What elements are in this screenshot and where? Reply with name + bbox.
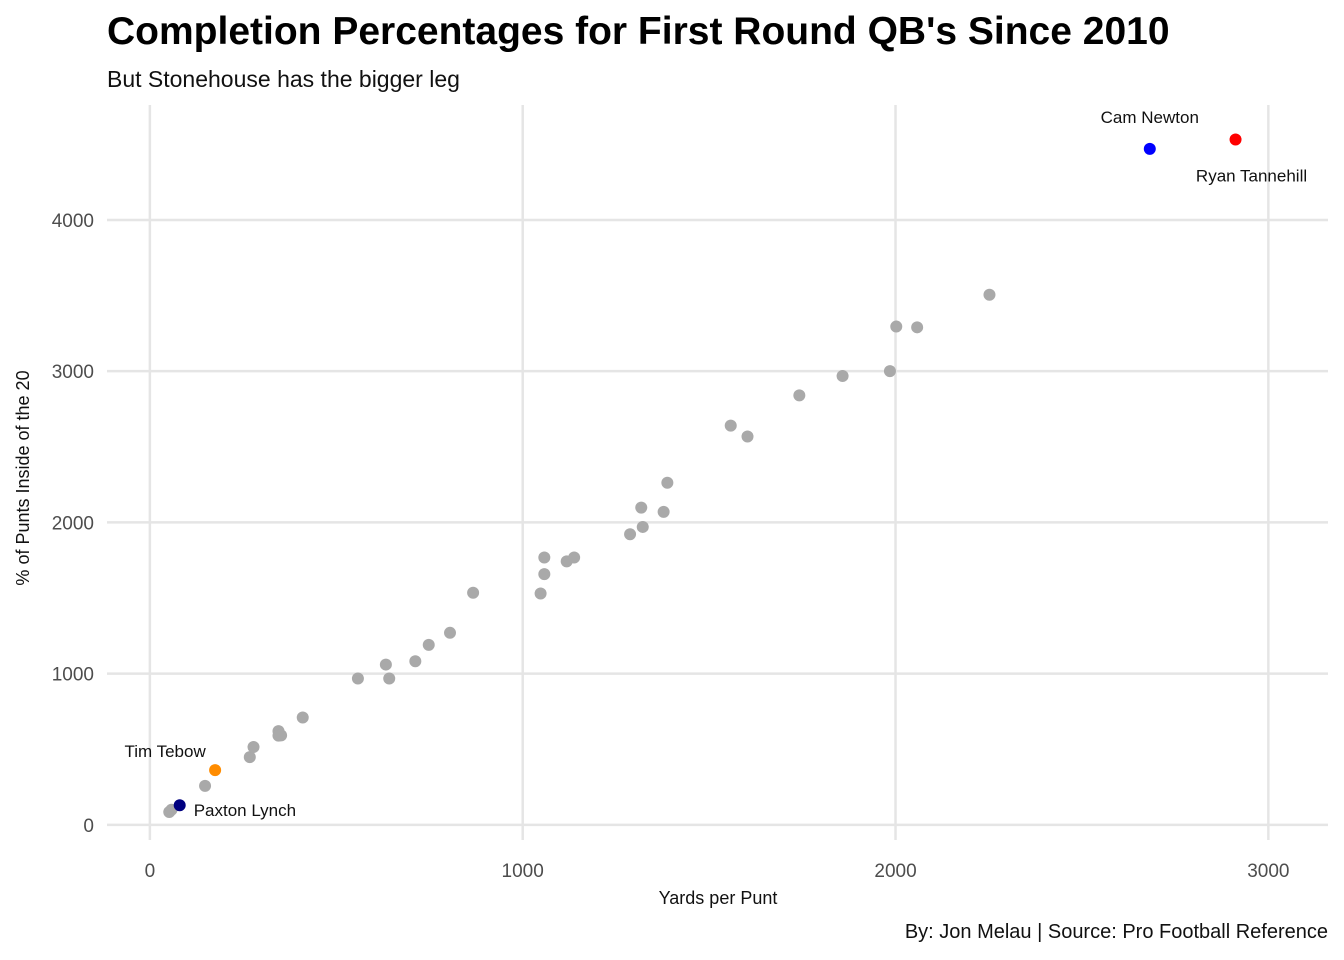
scatter-point <box>568 551 581 564</box>
scatter-point <box>724 419 737 432</box>
scatter-point <box>409 655 422 668</box>
x-tick-labels: 0 1000 2000 3000 <box>145 861 1290 882</box>
scatter-point <box>422 638 435 651</box>
scatter-point <box>247 740 260 753</box>
y-tick-label: 3000 <box>52 362 94 383</box>
scatter-point <box>443 626 456 639</box>
scatter-point <box>467 586 480 599</box>
scatter-point <box>661 476 674 489</box>
x-axis-label: Yards per Punt <box>659 888 778 908</box>
scatter-point <box>296 711 309 724</box>
scatter-point <box>538 551 551 564</box>
scatter-point <box>741 430 754 443</box>
highlight-point-tim-tebow <box>209 764 222 777</box>
scatter-point <box>199 779 212 792</box>
scatter-point <box>793 389 806 402</box>
scatter-point <box>883 365 896 378</box>
point-label-tim-tebow: Tim Tebow <box>124 742 206 761</box>
scatter-point <box>635 501 648 514</box>
x-tick-label: 3000 <box>1247 861 1289 882</box>
scatter-points <box>163 288 996 819</box>
y-tick-label: 1000 <box>52 665 94 686</box>
scatter-point <box>351 672 364 685</box>
point-label-cam-newton: Cam Newton <box>1101 108 1199 127</box>
highlight-point-paxton-lynch <box>173 799 186 812</box>
scatter-point <box>657 505 670 518</box>
chart-subtitle: But Stonehouse has the bigger leg <box>107 66 460 92</box>
scatter-point <box>890 320 903 333</box>
scatter-point <box>383 672 396 685</box>
scatter-point <box>983 288 996 301</box>
y-tick-label: 0 <box>83 816 94 837</box>
scatter-point <box>836 370 849 383</box>
highlight-points: Cam Newton Ryan Tannehill Tim Tebow Paxton … <box>124 108 1307 820</box>
highlight-point-cam-newton <box>1143 142 1156 155</box>
scatter-point <box>275 729 288 742</box>
scatter-point <box>379 658 392 671</box>
highlight-point-ryan-tannehill <box>1229 133 1242 146</box>
y-axis-label: % of Punts Inside of the 20 <box>13 370 33 585</box>
y-tick-labels: 0 1000 2000 3000 4000 <box>52 211 94 837</box>
x-tick-label: 0 <box>145 861 156 882</box>
x-tick-label: 1000 <box>502 861 544 882</box>
scatter-point <box>534 587 547 600</box>
y-tick-label: 4000 <box>52 211 94 232</box>
x-tick-label: 2000 <box>874 861 916 882</box>
chart-caption: By: Jon Melau | Source: Pro Football Ref… <box>904 921 1328 943</box>
point-label-ryan-tannehill: Ryan Tannehill <box>1196 166 1307 185</box>
point-label-paxton-lynch: Paxton Lynch <box>194 801 296 820</box>
y-tick-label: 2000 <box>52 513 94 534</box>
scatter-point <box>911 321 924 334</box>
scatter-point <box>636 520 649 533</box>
scatter-point <box>243 751 256 764</box>
scatter-point <box>624 528 637 541</box>
chart-title: Completion Percentages for First Round Q… <box>107 10 1170 53</box>
scatter-point <box>538 568 551 581</box>
grid-lines <box>107 105 1328 840</box>
